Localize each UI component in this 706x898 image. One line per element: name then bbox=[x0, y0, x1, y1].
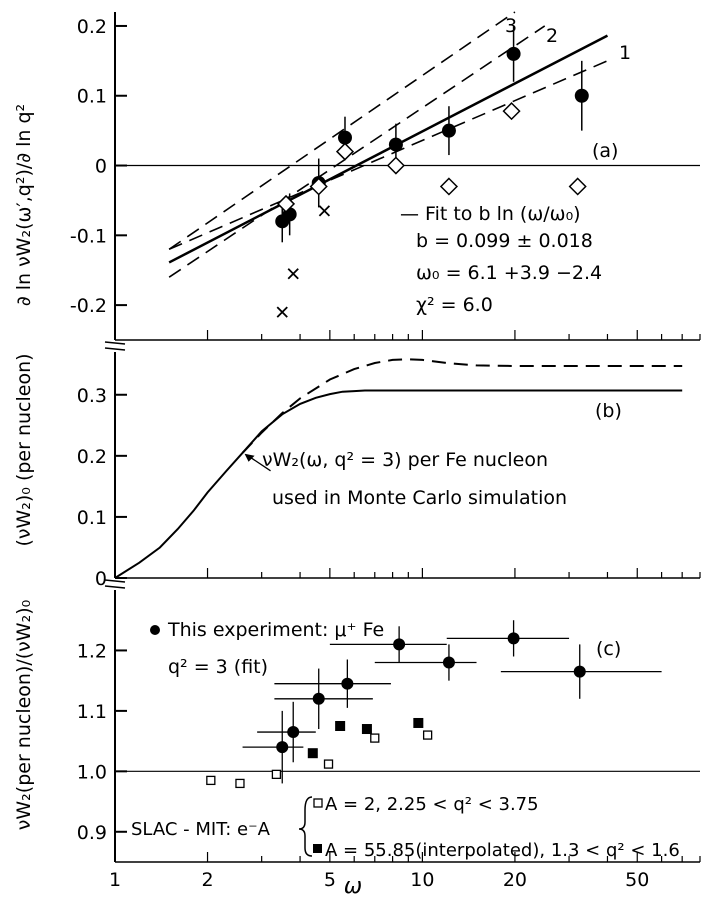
data-point-diamond bbox=[335, 142, 355, 161]
y-tick-label: 0.9 bbox=[77, 822, 107, 844]
data-point-diamond bbox=[502, 102, 521, 121]
data-point-filled bbox=[312, 692, 325, 705]
panel-b-ylabel: (νW₂)₀ (per nucleon) bbox=[13, 353, 35, 546]
panel-a-label: (a) bbox=[592, 140, 618, 162]
data-point-filled bbox=[441, 123, 456, 138]
dashed-curve-3 bbox=[168, 11, 516, 250]
data-point-open-square bbox=[323, 759, 334, 769]
annotation-arrowhead bbox=[244, 453, 255, 462]
data-point-open-square bbox=[370, 733, 380, 743]
data-point-diamond bbox=[386, 156, 405, 175]
panel-a: (a) ∂ ln νW₂(ω′,q²)/∂ ln q² — Fit to b l… bbox=[13, 11, 701, 341]
y-tick-label: 0.3 bbox=[77, 385, 107, 407]
data-point-diamond bbox=[568, 177, 587, 196]
x-tick-label: 5 bbox=[324, 869, 336, 891]
legend-q2-fit: q² = 3 (fit) bbox=[168, 656, 268, 678]
fit-b-value: b = 0.099 ± 0.018 bbox=[416, 230, 593, 252]
panel-c: (c) νW₂(per nucleon)/(νW₂)₀ This experim… bbox=[13, 590, 701, 863]
data-point-filled bbox=[506, 46, 521, 61]
x-tick-label: 10 bbox=[410, 869, 434, 891]
data-point-cross bbox=[318, 205, 331, 217]
panel-b: (b) (νW₂)₀ (per nucleon) νW₂(ω, q² = 3) … bbox=[13, 352, 701, 590]
y-tick-label: 1.2 bbox=[77, 640, 107, 662]
data-point-diamond bbox=[439, 177, 459, 196]
data-point-diamond bbox=[276, 194, 296, 213]
dashed-curve-2 bbox=[168, 25, 546, 278]
dashed-curve-1 bbox=[168, 60, 608, 251]
panel-a-ylabel: ∂ ln νW₂(ω′,q²)/∂ ln q² bbox=[13, 104, 35, 306]
data-point-open-square bbox=[271, 769, 282, 780]
data-point-filled bbox=[507, 632, 520, 645]
panel-c-ylabel: νW₂(per nucleon)/(νW₂)₀ bbox=[13, 600, 35, 830]
y-tick-label: 0.2 bbox=[77, 16, 107, 38]
curve-label-2: 2 bbox=[546, 25, 558, 47]
y-tick-label: 1.1 bbox=[77, 701, 107, 723]
axis-break-mark bbox=[104, 579, 126, 583]
axis-break-mark bbox=[104, 347, 126, 351]
data-point-filled bbox=[388, 137, 403, 152]
x-tick-label: 1 bbox=[109, 869, 121, 891]
data-point-filled bbox=[573, 665, 586, 678]
axis-break-mark bbox=[104, 585, 126, 589]
legend-filled-circle bbox=[150, 625, 160, 635]
data-point-filled-square bbox=[335, 721, 346, 731]
x-axis-label: ω bbox=[344, 874, 362, 898]
legend-open-square bbox=[313, 798, 323, 808]
data-point-filled bbox=[337, 130, 352, 145]
y-tick-label: 0 bbox=[95, 156, 107, 178]
fit-omega0-value: ω₀ = 6.1 +3.9 −2.4 bbox=[416, 262, 602, 284]
y-tick-label: 0.2 bbox=[77, 446, 107, 468]
y-tick-label: 1.0 bbox=[77, 761, 107, 783]
data-point-diamond bbox=[309, 177, 328, 196]
y-tick-label: 0.1 bbox=[77, 86, 107, 108]
x-tick-label: 20 bbox=[503, 869, 527, 891]
panel-b-label: (b) bbox=[595, 400, 622, 422]
panel-b-annotation-line1: νW₂(ω, q² = 3) per Fe nucleon bbox=[262, 449, 548, 471]
data-point-filled bbox=[574, 88, 589, 103]
data-point-filled bbox=[393, 638, 406, 651]
y-tick-label: -0.1 bbox=[70, 225, 107, 247]
legend-slac-filled: A = 55.85(interpolated), 1.3 < q² < 1.6 bbox=[325, 840, 680, 861]
data-point-filled-square bbox=[413, 717, 424, 728]
panel-a-fit-legend: — Fit to b ln (ω/ω₀) b = 0.099 ± 0.018 ω… bbox=[400, 203, 602, 316]
y-tick-label: 0 bbox=[95, 568, 107, 590]
data-point-cross bbox=[287, 268, 299, 280]
panel-b-annotation-line2: used in Monte Carlo simulation bbox=[272, 487, 567, 509]
y-tick-label: 0.1 bbox=[77, 507, 107, 529]
y-tick-label: -0.2 bbox=[70, 295, 107, 317]
curve-label-1: 1 bbox=[619, 42, 631, 64]
legend-brace bbox=[298, 796, 313, 857]
x-tick-label: 50 bbox=[625, 869, 649, 891]
fit-line bbox=[168, 34, 609, 264]
legend-slac-label: SLAC - MIT: e⁻A bbox=[131, 819, 271, 840]
fit-chi2-value: χ² = 6.0 bbox=[416, 294, 493, 316]
axis-break-mark bbox=[104, 341, 126, 345]
data-point-filled bbox=[442, 656, 455, 669]
data-point-filled bbox=[276, 741, 289, 754]
legend-experiment: This experiment: μ⁺ Fe bbox=[167, 619, 384, 641]
data-point-open-square bbox=[422, 730, 433, 740]
data-point-filled-square bbox=[361, 724, 372, 735]
data-point-open-square bbox=[206, 775, 216, 786]
x-tick-label: 2 bbox=[201, 869, 213, 891]
legend-slac-open: A = 2, 2.25 < q² < 3.75 bbox=[325, 794, 539, 815]
data-point-filled bbox=[341, 677, 354, 690]
data-point-filled bbox=[287, 726, 300, 739]
data-point-cross bbox=[276, 306, 288, 318]
data-point-open-square bbox=[235, 778, 245, 789]
fit-legend-line: — Fit to b ln (ω/ω₀) bbox=[400, 203, 581, 225]
panel-c-label: (c) bbox=[596, 638, 621, 660]
data-point-filled-square bbox=[307, 748, 318, 759]
legend-filled-square bbox=[313, 844, 322, 853]
